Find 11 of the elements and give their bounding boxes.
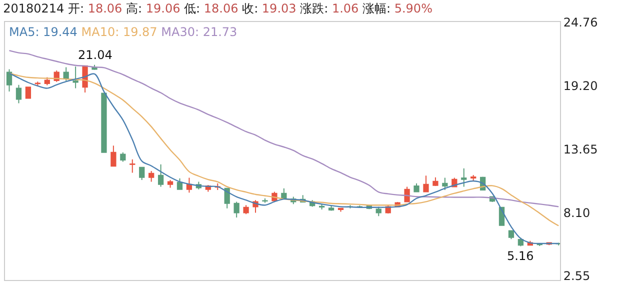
y-tick-label: 2.55: [563, 269, 590, 284]
annotation: 5.16: [507, 249, 534, 263]
y-tick-label: 19.20: [563, 79, 598, 94]
text: MA5: 19.44: [9, 25, 78, 39]
y-tick-label: 24.76: [563, 16, 598, 30]
y-tick-label: 8.10: [563, 206, 590, 220]
chart-title: 20180214 开: 18.06 高: 19.06 低: 18.06 收: 19.03 涨跌: 1.06 涨幅: 5.90%: [3, 2, 432, 16]
y-tick-label: 13.65: [563, 142, 598, 156]
annotation: 21.04: [78, 48, 112, 62]
text: MA10: 19.87: [81, 25, 158, 39]
text: MA30: 21.73: [161, 25, 238, 39]
